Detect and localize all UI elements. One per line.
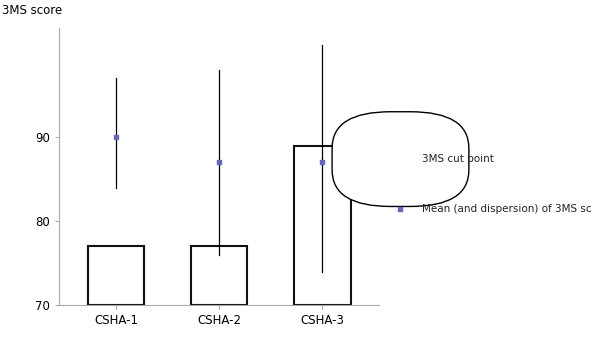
Bar [191, 246, 247, 305]
Bar [294, 145, 350, 305]
Point [111, 134, 121, 140]
Text: 3MS cut point: 3MS cut point [422, 154, 494, 164]
Text: 3MS score: 3MS score [2, 4, 62, 17]
Text: Mean (and dispersion) of 3MS score: Mean (and dispersion) of 3MS score [422, 204, 592, 214]
Point [317, 160, 327, 165]
Bar [88, 246, 144, 305]
Point [214, 160, 224, 165]
FancyBboxPatch shape [332, 112, 469, 206]
